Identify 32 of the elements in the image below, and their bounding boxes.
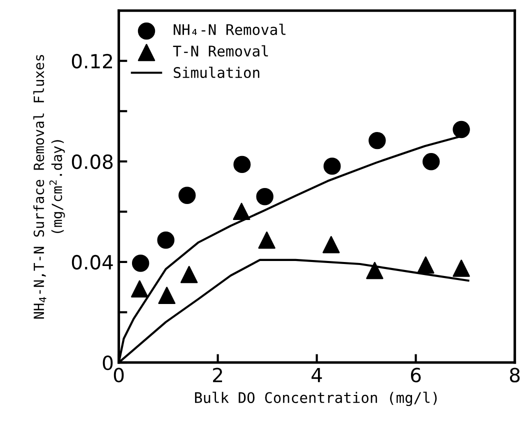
x-tick-label: 0	[114, 368, 124, 382]
point	[258, 231, 276, 249]
y-tick-label: 0	[102, 355, 113, 370]
y-tick-label: 0.04	[72, 254, 113, 270]
point	[256, 188, 274, 206]
x-tick-label: 8	[510, 368, 520, 382]
point	[324, 158, 341, 175]
legend-label: T-N Removal	[173, 45, 268, 57]
point	[130, 280, 148, 298]
point	[132, 254, 150, 272]
point	[417, 256, 434, 274]
x-tick-label: 2	[213, 368, 222, 382]
point	[422, 153, 440, 170]
point	[232, 202, 250, 220]
point	[322, 236, 340, 254]
point	[178, 186, 196, 204]
point	[233, 156, 251, 174]
x-tick-label: 6	[410, 368, 421, 382]
point	[157, 231, 174, 249]
point	[180, 266, 198, 284]
legend-label: Simulation	[174, 66, 260, 78]
y-tick-label: 0.08	[72, 154, 113, 170]
point	[368, 132, 386, 150]
point	[158, 286, 176, 304]
y-tick-label: 0.12	[72, 54, 112, 69]
point	[366, 262, 384, 280]
point	[452, 260, 470, 277]
x-tick-label: 4	[312, 368, 322, 382]
x-axis-title: Bulk DO Concentration (mg/l)	[195, 392, 437, 406]
y-axis-title: NH$_{4}$-N,T-N Surface Removal Fluxes (mg/cm$^{2}$.day)	[33, 55, 65, 319]
point	[452, 120, 470, 138]
legend-label: NH₄-N Removal	[174, 24, 286, 36]
